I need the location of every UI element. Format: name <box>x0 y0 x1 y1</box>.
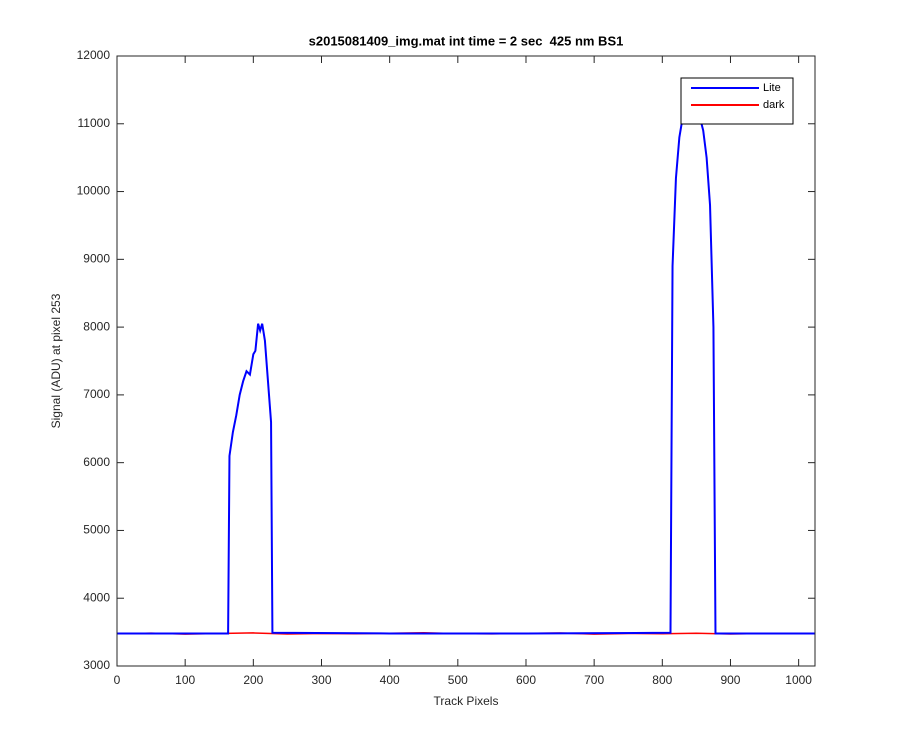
x-tick-label: 600 <box>516 673 536 687</box>
y-tick-label: 12000 <box>77 48 111 62</box>
x-tick-label: 300 <box>311 673 331 687</box>
y-tick-label: 5000 <box>83 523 110 537</box>
x-tick-label: 700 <box>584 673 604 687</box>
y-axis-label: Signal (ADU) at pixel 253 <box>49 293 63 428</box>
y-tick-label: 6000 <box>83 455 110 469</box>
y-tick-label: 11000 <box>78 116 111 130</box>
y-tick-label: 8000 <box>83 319 110 333</box>
y-tick-label: 9000 <box>83 252 110 266</box>
x-tick-label: 0 <box>114 673 121 687</box>
x-tick-label: 400 <box>380 673 400 687</box>
y-tick-label: 10000 <box>77 184 111 198</box>
y-tick-label: 7000 <box>83 387 110 401</box>
legend-label: dark <box>763 99 785 111</box>
legend-box <box>680 77 794 125</box>
chart-title: s2015081409_img.mat int time = 2 sec 425… <box>309 33 624 48</box>
y-tick-label: 3000 <box>83 658 110 672</box>
x-tick-label: 500 <box>448 673 468 687</box>
x-tick-label: 1000 <box>785 673 812 687</box>
x-axis-label: Track Pixels <box>434 694 499 708</box>
legend-label: Lite <box>763 82 781 94</box>
x-tick-label: 900 <box>720 673 740 687</box>
x-tick-label: 100 <box>175 673 195 687</box>
x-tick-label: 800 <box>652 673 672 687</box>
y-tick-label: 4000 <box>83 590 110 604</box>
x-tick-label: 200 <box>243 673 263 687</box>
axes-box <box>116 55 816 667</box>
